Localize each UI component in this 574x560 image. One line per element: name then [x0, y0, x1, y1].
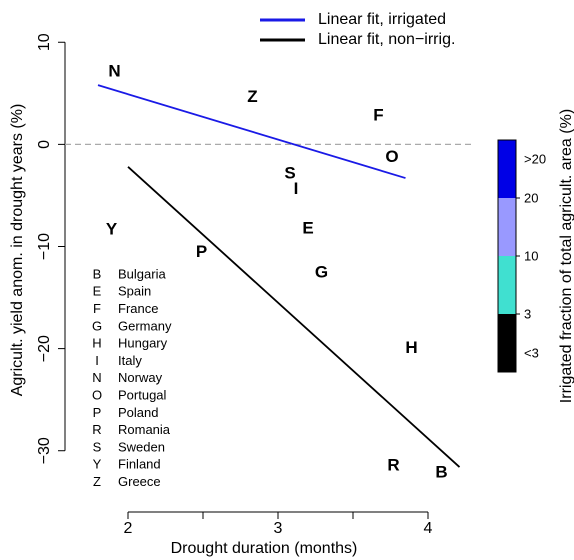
key-country: Finland	[118, 457, 161, 472]
key-country: Italy	[118, 353, 142, 368]
x-tick-label: 3	[274, 520, 283, 537]
colorbar-label: <3	[524, 345, 539, 360]
fit-line	[97, 84, 406, 179]
y-tick-label: −20	[36, 335, 53, 362]
key-country: Sweden	[118, 439, 165, 454]
y-tick-label: −10	[36, 233, 53, 260]
key-letter: G	[92, 318, 102, 333]
key-country: Portugal	[118, 388, 167, 403]
y-tick-label: 10	[36, 33, 53, 51]
colorbar-label: 3	[524, 306, 531, 321]
point: Y	[106, 220, 118, 239]
y-tick-label: 0	[36, 140, 53, 149]
point: F	[373, 105, 383, 124]
x-tick-label: 4	[424, 520, 433, 537]
x-axis-label: Drought duration (months)	[171, 540, 358, 557]
point: B	[435, 463, 447, 482]
key-letter: N	[92, 370, 101, 385]
point: N	[108, 61, 120, 80]
key-letter: I	[95, 353, 99, 368]
fit-line	[127, 166, 461, 468]
key-country: Romania	[118, 422, 171, 437]
point: H	[405, 338, 417, 357]
point: O	[385, 147, 398, 166]
point: Z	[247, 87, 257, 106]
key-country: France	[118, 301, 158, 316]
x-tick-label: 2	[124, 520, 133, 537]
key-country: Hungary	[118, 336, 168, 351]
legend-label: Linear fit, non−irrig.	[318, 31, 455, 48]
key-letter: F	[93, 301, 101, 316]
key-country: Spain	[118, 284, 151, 299]
colorbar-label: >20	[524, 151, 546, 166]
point: S	[284, 163, 295, 182]
key-letter: Z	[93, 474, 101, 489]
key-letter: E	[93, 284, 102, 299]
key-country: Norway	[118, 370, 163, 385]
point: P	[196, 242, 207, 261]
key-letter: Y	[93, 457, 102, 472]
key-letter: O	[92, 388, 102, 403]
colorbar-segment	[498, 140, 516, 198]
key-letter: R	[92, 422, 101, 437]
y-axis-label: Agricult. yield anom. in drought years (…	[9, 104, 26, 397]
key-letter: H	[92, 336, 101, 351]
colorbar-segment	[498, 256, 516, 314]
key-letter: S	[93, 439, 102, 454]
colorbar-label: Irrigated fraction of total agricult. ar…	[558, 109, 574, 403]
point: G	[315, 263, 328, 282]
point: R	[387, 456, 399, 475]
colorbar-label: 20	[524, 190, 538, 205]
y-tick-label: −30	[36, 437, 53, 464]
point: I	[294, 179, 299, 198]
key-country: Poland	[118, 405, 158, 420]
legend-label: Linear fit, irrigated	[318, 11, 446, 28]
colorbar-label: 10	[524, 248, 538, 263]
key-country: Germany	[118, 318, 172, 333]
key-country: Greece	[118, 474, 161, 489]
colorbar-segment	[498, 198, 516, 256]
key-country: Bulgaria	[118, 266, 166, 281]
point: E	[302, 219, 313, 238]
colorbar-segment	[498, 314, 516, 372]
key-letter: B	[93, 266, 102, 281]
key-letter: P	[93, 405, 102, 420]
